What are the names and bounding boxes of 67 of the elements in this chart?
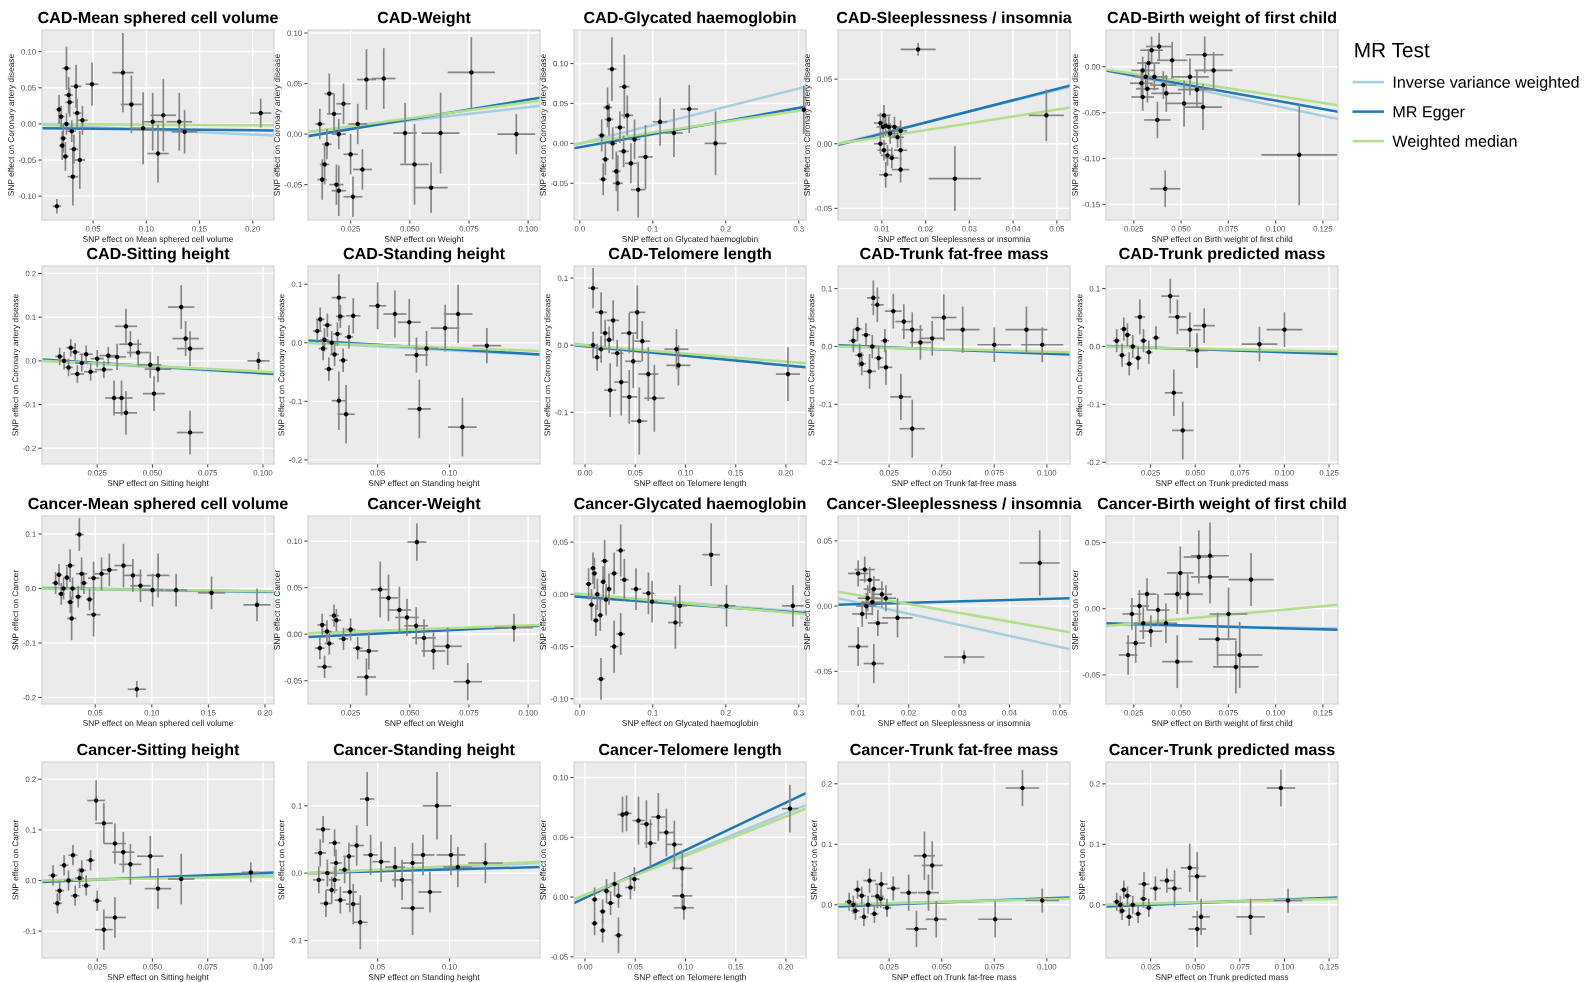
point — [155, 366, 161, 372]
point — [889, 155, 895, 161]
point — [455, 864, 461, 870]
point — [961, 654, 967, 660]
point — [1198, 914, 1204, 920]
point — [1129, 611, 1135, 617]
legend-label: Weighted median — [1392, 135, 1517, 151]
chart-title: Cancer-Standing height — [333, 743, 515, 759]
point — [399, 877, 405, 883]
chart-title: CAD-Telomere length — [608, 247, 771, 263]
point — [173, 587, 179, 593]
point — [790, 603, 796, 609]
chart-title: Cancer-Trunk predicted mass — [1109, 743, 1335, 759]
point — [392, 864, 398, 870]
point — [413, 623, 419, 629]
chart-title: CAD-Mean sphered cell volume — [38, 11, 278, 27]
point — [1278, 785, 1284, 791]
chart-title: Cancer-Glycated haemoglobin — [574, 497, 806, 513]
point — [114, 354, 120, 360]
point — [898, 394, 904, 400]
point — [1125, 652, 1131, 658]
point — [402, 130, 408, 136]
legend-title: MR Test — [1355, 42, 1430, 58]
chart-title: Cancer-Telomere length — [599, 743, 781, 759]
point — [1144, 591, 1150, 597]
point — [871, 586, 877, 592]
point — [427, 889, 433, 895]
chart-title: Cancer-Sitting height — [77, 743, 240, 759]
point — [677, 603, 683, 609]
point — [1200, 104, 1206, 110]
point — [414, 539, 420, 545]
point — [366, 648, 372, 654]
point — [392, 311, 398, 317]
chart-title: Cancer-Trunk fat-free mass — [850, 743, 1058, 756]
chart-title: Cancer-Sleeplessness / insomnia — [827, 497, 1082, 513]
chart-title: Cancer-Weight — [367, 497, 481, 513]
point — [681, 905, 687, 911]
point — [448, 852, 454, 858]
chart-title: CAD-Birth weight of first child — [1107, 11, 1336, 27]
point — [671, 130, 677, 136]
point — [111, 395, 117, 401]
point — [455, 311, 461, 317]
chart-title: Cancer-Mean sphered cell volume — [28, 497, 288, 513]
legend-label: MR Egger — [1393, 106, 1465, 121]
point — [421, 635, 427, 641]
point — [1148, 628, 1154, 634]
point — [420, 852, 426, 858]
point — [1162, 186, 1168, 192]
chart-title: CAD-Weight — [377, 11, 471, 27]
point — [331, 111, 337, 117]
chart-title: CAD-Sitting height — [87, 247, 230, 263]
point — [1171, 390, 1177, 396]
point — [785, 371, 791, 377]
chart-title: CAD-Sleeplessness / insomnia — [836, 11, 1072, 27]
point — [1155, 607, 1161, 613]
point — [1207, 574, 1213, 580]
chart-title: CAD-Glycated haemoglobin — [584, 11, 796, 27]
point — [618, 379, 624, 385]
point — [123, 410, 129, 416]
point — [875, 620, 881, 626]
chart-title: Cancer-Birth weight of first child — [1097, 497, 1346, 513]
point — [1233, 664, 1239, 670]
legend-label: Inverse variance weighted — [1393, 76, 1579, 92]
chart-title: CAD-Trunk predicted mass — [1119, 247, 1325, 263]
chart-title: CAD-Trunk fat-free mass — [860, 247, 1048, 260]
chart-title: CAD-Standing height — [343, 247, 505, 263]
point — [442, 325, 448, 331]
